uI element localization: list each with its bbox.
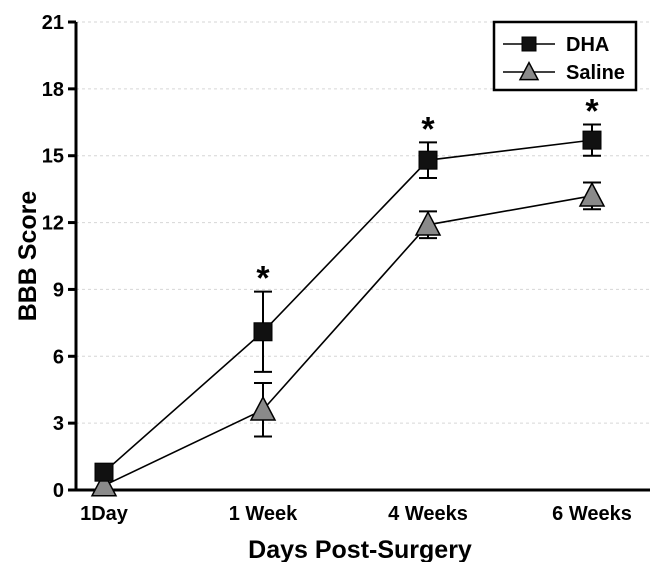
- x-axis-title: Days Post-Surgery: [248, 536, 472, 562]
- significance-asterisk: *: [585, 93, 599, 131]
- y-tick-label: 6: [53, 346, 64, 368]
- axes: [74, 22, 650, 492]
- legend-marker-dha: [521, 36, 537, 52]
- significance-asterisk: *: [421, 110, 435, 148]
- data-point-dha: [582, 130, 602, 150]
- data-point-saline: [249, 395, 277, 421]
- x-tick-label: 1 Week: [229, 503, 298, 525]
- x-ticks: 1Day 1 Week 4 Weeks 6 Weeks: [80, 503, 632, 525]
- data-point-dha: [253, 322, 273, 342]
- y-axis-title: BBB Score: [14, 191, 42, 322]
- x-tick-label: 1Day: [80, 503, 129, 525]
- legend-items: DHA Saline: [503, 34, 625, 84]
- data-series: [90, 123, 606, 497]
- x-tick-label: 6 Weeks: [552, 503, 632, 525]
- series-saline: [90, 181, 606, 497]
- significance-markers: * * *: [256, 93, 599, 298]
- y-tick-label: 9: [53, 279, 64, 301]
- significance-asterisk: *: [256, 260, 270, 298]
- legend-box: [492, 20, 638, 92]
- data-point-saline: [578, 181, 606, 207]
- legend-label: DHA: [566, 34, 609, 56]
- data-point-dha: [418, 150, 438, 170]
- data-point-dha: [94, 462, 114, 482]
- series-line: [103, 139, 593, 473]
- legend-label: Saline: [566, 62, 625, 84]
- y-tick-label: 15: [42, 146, 64, 168]
- x-tick-label: 4 Weeks: [388, 503, 468, 525]
- series-dha: [94, 123, 602, 482]
- legend: DHA Saline: [492, 20, 638, 92]
- series-line: [103, 195, 593, 487]
- y-tick-label: 3: [53, 413, 64, 435]
- data-point-saline: [414, 210, 442, 236]
- y-tick-label: 12: [42, 213, 64, 235]
- y-tick-label: 21: [42, 12, 64, 34]
- data-point-saline: [90, 471, 118, 497]
- y-ticks: 0 3 6 9 12 15 18 21: [42, 12, 76, 502]
- y-tick-label: 18: [42, 79, 64, 101]
- legend-marker-saline: [518, 60, 540, 81]
- y-tick-label: 0: [53, 480, 64, 502]
